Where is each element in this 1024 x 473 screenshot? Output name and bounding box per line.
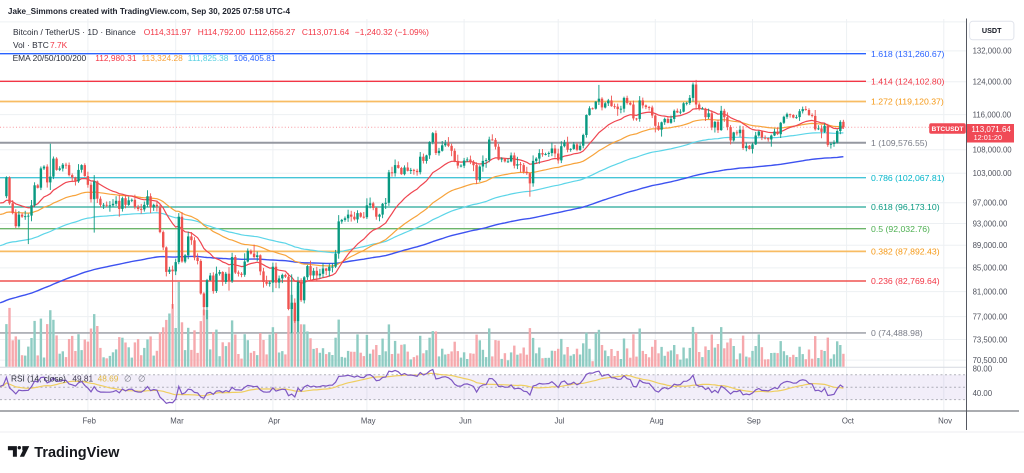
svg-text:1.618 (131,260.67): 1.618 (131,260.67) (871, 49, 945, 59)
svg-text:81,000.00: 81,000.00 (973, 287, 1008, 296)
svg-text:1 (109,576.55): 1 (109,576.55) (871, 138, 928, 148)
svg-text:116,000.00: 116,000.00 (973, 110, 1012, 119)
svg-text:Nov: Nov (938, 417, 952, 426)
svg-text:1.272 (119,120.37): 1.272 (119,120.37) (871, 97, 944, 107)
svg-text:TradingView: TradingView (34, 445, 120, 461)
svg-text:Bitcoin / TetherUS · 1D · Bina: Bitcoin / TetherUS · 1D · Binance O114,31… (13, 27, 429, 37)
svg-text:Apr: Apr (268, 417, 281, 426)
svg-text:89,000.00: 89,000.00 (973, 241, 1008, 250)
svg-text:Oct: Oct (842, 417, 855, 426)
svg-text:Jake_Simmons created with Trad: Jake_Simmons created with TradingView.co… (8, 7, 291, 16)
svg-text:80.00: 80.00 (973, 364, 993, 373)
svg-text:Jul: Jul (555, 417, 565, 426)
svg-text:40.00: 40.00 (973, 389, 993, 398)
svg-text:124,000.00: 124,000.00 (973, 78, 1013, 87)
svg-text:May: May (361, 417, 376, 426)
svg-text:0.618 (96,173.10): 0.618 (96,173.10) (871, 202, 940, 212)
svg-text:0.236 (82,769.64): 0.236 (82,769.64) (871, 276, 940, 286)
svg-text:0 (74,488.98): 0 (74,488.98) (871, 328, 923, 338)
svg-text:0.5 (92,032.76): 0.5 (92,032.76) (871, 224, 930, 234)
svg-text:BTCUSDT: BTCUSDT (932, 126, 965, 133)
svg-text:12:01:20: 12:01:20 (974, 133, 1002, 142)
svg-text:103,000.00: 103,000.00 (973, 169, 1013, 178)
svg-text:Aug: Aug (650, 417, 664, 426)
svg-text:93,000.00: 93,000.00 (973, 219, 1008, 228)
svg-text:77,000.00: 77,000.00 (973, 312, 1008, 321)
svg-text:Feb: Feb (82, 417, 96, 426)
svg-text:Vol · BTC7.7K: Vol · BTC7.7K (13, 40, 68, 50)
svg-text:73,500.00: 73,500.00 (973, 335, 1008, 344)
svg-text:97,000.00: 97,000.00 (973, 199, 1008, 208)
svg-text:132,000.00: 132,000.00 (973, 47, 1013, 56)
svg-text:70,500.00: 70,500.00 (973, 356, 1008, 365)
svg-text:Jun: Jun (459, 417, 472, 426)
svg-text:113,071.64: 113,071.64 (971, 125, 1011, 134)
svg-text:0.382 (87,892.43): 0.382 (87,892.43) (871, 247, 940, 257)
svg-text:1.414 (124,102.80): 1.414 (124,102.80) (871, 77, 945, 87)
svg-text:Sep: Sep (747, 417, 762, 426)
svg-text:0.786 (102,067.81): 0.786 (102,067.81) (871, 173, 945, 183)
svg-text:USDT: USDT (982, 26, 1002, 35)
svg-text:85,000.00: 85,000.00 (973, 264, 1008, 273)
svg-text:108,000.00: 108,000.00 (973, 146, 1013, 155)
svg-text:Mar: Mar (170, 417, 184, 426)
